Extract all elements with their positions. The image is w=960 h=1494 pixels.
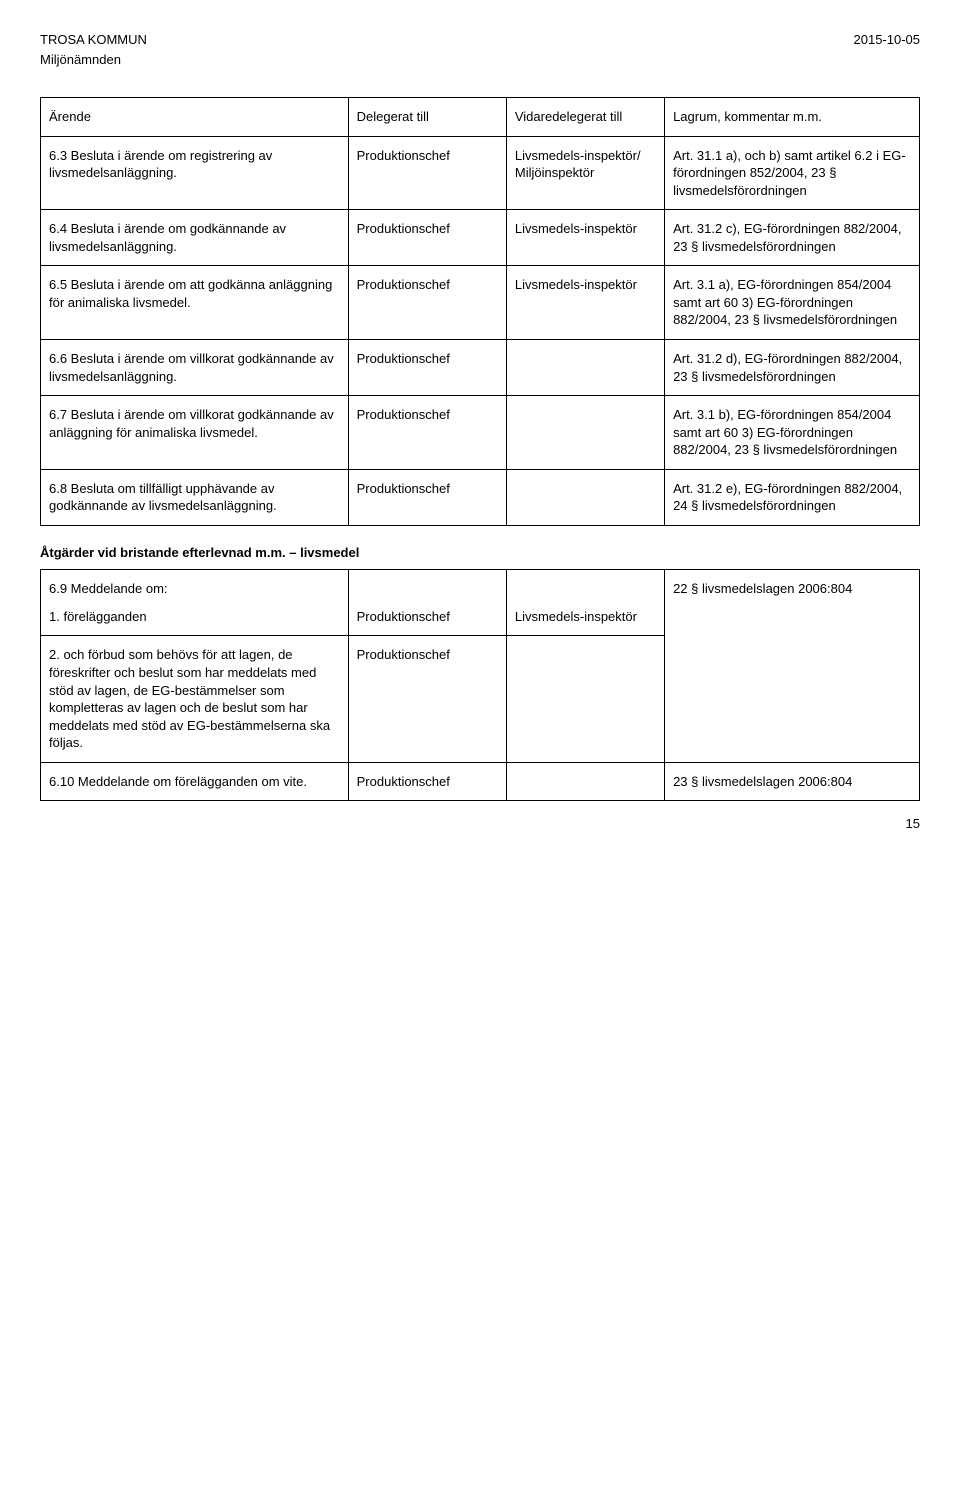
cell-delegerat: Produktionschef bbox=[348, 469, 506, 525]
cell-delegerat: Produktionschef bbox=[348, 266, 506, 340]
page-header: TROSA KOMMUN Miljönämnden 2015-10-05 bbox=[40, 30, 920, 69]
cell-vidare: Livsmedels-inspektör bbox=[506, 266, 664, 340]
delegation-table-2: 6.9 Meddelande om: 1. förelägganden Prod… bbox=[40, 569, 920, 801]
cell-arende: 6.8 Besluta om tillfälligt upphävande av… bbox=[41, 469, 349, 525]
cell-vidare bbox=[506, 469, 664, 525]
page-number: 15 bbox=[40, 815, 920, 833]
cell-vidare bbox=[506, 762, 664, 801]
col-header-vidare: Vidaredelegerat till bbox=[506, 98, 664, 137]
cell-vidare: Livsmedels-inspektör bbox=[506, 570, 664, 636]
org-name: TROSA KOMMUN bbox=[40, 30, 147, 50]
table-row: 6.4 Besluta i ärende om godkännande av l… bbox=[41, 210, 920, 266]
table-row: 6.7 Besluta i ärende om villkorat godkän… bbox=[41, 396, 920, 470]
cell-delegerat: Produktionschef bbox=[348, 396, 506, 470]
table-row: 6.5 Besluta i ärende om att godkänna anl… bbox=[41, 266, 920, 340]
cell-vidare: Livsmedels-inspektör/ Miljöinspektör bbox=[506, 136, 664, 210]
cell-delegerat: Produktionschef bbox=[348, 210, 506, 266]
cell-arende: 6.9 Meddelande om: 1. förelägganden bbox=[41, 570, 349, 636]
doc-date: 2015-10-05 bbox=[854, 30, 921, 50]
cell-delegerat: Produktionschef bbox=[348, 340, 506, 396]
cell-lagrum: Art. 31.2 d), EG-förordningen 882/2004, … bbox=[665, 340, 920, 396]
dept-name: Miljönämnden bbox=[40, 50, 147, 70]
cell-lagrum: Art. 31.2 c), EG-förordningen 882/2004, … bbox=[665, 210, 920, 266]
cell-vidare bbox=[506, 636, 664, 762]
cell-delegerat: Produktionschef bbox=[348, 570, 506, 636]
cell-arende: 6.7 Besluta i ärende om villkorat godkän… bbox=[41, 396, 349, 470]
cell-lagrum: Art. 31.1 a), och b) samt artikel 6.2 i … bbox=[665, 136, 920, 210]
table-row: 6.9 Meddelande om: 1. förelägganden Prod… bbox=[41, 570, 920, 636]
col-header-delegerat: Delegerat till bbox=[348, 98, 506, 137]
cell-delegerat: Produktionschef bbox=[348, 636, 506, 762]
item-6-9-intro: 6.9 Meddelande om: bbox=[49, 580, 340, 598]
table-row: 6.8 Besluta om tillfälligt upphävande av… bbox=[41, 469, 920, 525]
cell-arende: 6.3 Besluta i ärende om registrering av … bbox=[41, 136, 349, 210]
table-row: 6.10 Meddelande om förelägganden om vite… bbox=[41, 762, 920, 801]
cell-vidare bbox=[506, 396, 664, 470]
cell-lagrum: Art. 31.2 e), EG-förordningen 882/2004, … bbox=[665, 469, 920, 525]
header-right: 2015-10-05 bbox=[854, 30, 921, 69]
delegation-table-1: Ärende Delegerat till Vidaredelegerat ti… bbox=[40, 97, 920, 526]
cell-vidare bbox=[506, 340, 664, 396]
cell-delegerat: Produktionschef bbox=[348, 136, 506, 210]
cell-lagrum: 23 § livsmedelslagen 2006:804 bbox=[665, 762, 920, 801]
cell-lagrum: Art. 3.1 b), EG-förordningen 854/2004 sa… bbox=[665, 396, 920, 470]
table-row: 6.6 Besluta i ärende om villkorat godkän… bbox=[41, 340, 920, 396]
col-header-arende: Ärende bbox=[41, 98, 349, 137]
cell-delegerat: Produktionschef bbox=[348, 762, 506, 801]
section-heading-atgarder: Åtgärder vid bristande efterlevnad m.m. … bbox=[40, 544, 920, 562]
cell-arende: 6.4 Besluta i ärende om godkännande av l… bbox=[41, 210, 349, 266]
cell-arende: 6.5 Besluta i ärende om att godkänna anl… bbox=[41, 266, 349, 340]
cell-lagrum: Art. 3.1 a), EG-förordningen 854/2004 sa… bbox=[665, 266, 920, 340]
cell-arende: 6.10 Meddelande om förelägganden om vite… bbox=[41, 762, 349, 801]
col-header-lagrum: Lagrum, kommentar m.m. bbox=[665, 98, 920, 137]
cell-vidare: Livsmedels-inspektör bbox=[506, 210, 664, 266]
cell-arende: 6.6 Besluta i ärende om villkorat godkän… bbox=[41, 340, 349, 396]
item-6-9-1: 1. förelägganden bbox=[49, 608, 340, 626]
table-header-row: Ärende Delegerat till Vidaredelegerat ti… bbox=[41, 98, 920, 137]
cell-arende: 2. och förbud som behövs för att lagen, … bbox=[41, 636, 349, 762]
header-left: TROSA KOMMUN Miljönämnden bbox=[40, 30, 147, 69]
cell-lagrum: 22 § livsmedelslagen 2006:804 bbox=[665, 570, 920, 762]
table-row: 6.3 Besluta i ärende om registrering av … bbox=[41, 136, 920, 210]
